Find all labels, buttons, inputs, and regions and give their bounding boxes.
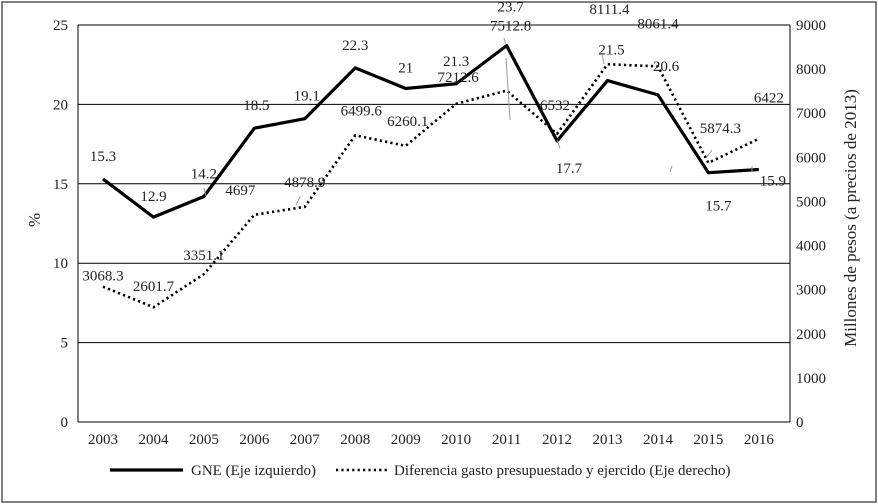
right-tick-label: 0 [796, 415, 804, 431]
left-tick-label: 20 [53, 97, 68, 113]
dotted-data-label: 6260.1 [387, 114, 428, 130]
solid-data-label: 18.5 [243, 98, 269, 114]
dotted-data-label: 3068.3 [82, 269, 123, 285]
left-axis-title: % [25, 213, 44, 227]
x-tick-label: 2003 [88, 432, 118, 448]
dotted-data-label: 4878.9 [284, 175, 325, 191]
dotted-data-label: 4697 [225, 183, 256, 199]
dotted-data-label: 2601.7 [133, 279, 175, 295]
label-leader-line [503, 37, 507, 46]
label-leader-line [556, 139, 561, 149]
solid-series-line [102, 44, 759, 219]
right-tick-label: 4000 [796, 239, 826, 255]
x-tick-label: 2014 [643, 432, 674, 448]
solid-data-label: 14.2 [191, 167, 217, 183]
x-tick-label: 2009 [391, 432, 421, 448]
dotted-data-label: 7212.6 [438, 70, 480, 86]
left-tick-label: 25 [53, 18, 68, 34]
label-leader-line [601, 53, 605, 65]
left-tick-label: 0 [61, 415, 69, 431]
dotted-data-label: 6422 [754, 91, 784, 107]
dotted-data-label: 7512.8 [490, 19, 531, 35]
right-tick-label: 2000 [796, 327, 826, 343]
left-tick-label: 10 [53, 256, 68, 272]
solid-data-label: 15.3 [90, 149, 116, 165]
label-leader-line [203, 187, 207, 197]
dotted-data-label: 5874.3 [700, 121, 741, 137]
x-tick-label: 2016 [744, 432, 775, 448]
solid-data-label: 21.3 [443, 54, 469, 70]
right-tick-label: 3000 [796, 283, 826, 299]
solid-data-label: 22.3 [342, 38, 368, 54]
solid-data-label: 21.5 [598, 43, 624, 59]
left-tick-label: 5 [61, 336, 69, 352]
left-tick-label: 15 [53, 177, 68, 193]
right-tick-label: 8000 [796, 62, 826, 78]
solid-data-label: 15.7 [705, 199, 732, 215]
label-leader-line [505, 57, 511, 121]
solid-data-label: 12.9 [140, 189, 166, 205]
x-tick-label: 2008 [340, 432, 370, 448]
right-tick-label: 9000 [796, 18, 826, 34]
x-tick-label: 2004 [138, 432, 169, 448]
x-tick-label: 2007 [290, 432, 321, 448]
right-tick-label: 6000 [796, 150, 826, 166]
solid-data-label: 17.7 [556, 161, 583, 177]
dotted-data-label: 6532 [540, 98, 570, 114]
right-tick-label: 1000 [796, 371, 826, 387]
dotted-data-label: 6499.6 [341, 103, 383, 119]
right-tick-label: 5000 [796, 194, 826, 210]
x-tick-label: 2005 [189, 432, 219, 448]
right-tick-label: 7000 [796, 106, 826, 122]
solid-data-label: 15.9 [760, 174, 786, 190]
solid-data-label: 19.1 [294, 89, 320, 105]
legend-dotted-label: Diferencia gasto presupuestado y ejercid… [394, 463, 731, 479]
label-leader-line [295, 196, 301, 206]
solid-data-label: 21 [398, 61, 413, 77]
x-tick-label: 2010 [441, 432, 471, 448]
x-tick-label: 2011 [492, 432, 521, 448]
label-leader-line [669, 165, 673, 173]
x-tick-label: 2015 [693, 432, 723, 448]
dotted-data-label: 8061.4 [637, 16, 679, 32]
dotted-data-label: 3351.1 [183, 248, 224, 264]
right-axis-title: Millones de pesos (a precios de 2013) [841, 89, 860, 347]
label-leader-line [705, 149, 713, 159]
solid-data-label: 20.6 [653, 59, 680, 75]
dotted-data-label: 8111.4 [589, 2, 630, 18]
x-tick-label: 2006 [239, 432, 270, 448]
x-tick-label: 2013 [593, 432, 623, 448]
x-tick-label: 2012 [542, 432, 572, 448]
solid-data-label: 23.7 [497, 0, 524, 16]
legend-solid-label: GNE (Eje izquierdo) [191, 463, 316, 479]
